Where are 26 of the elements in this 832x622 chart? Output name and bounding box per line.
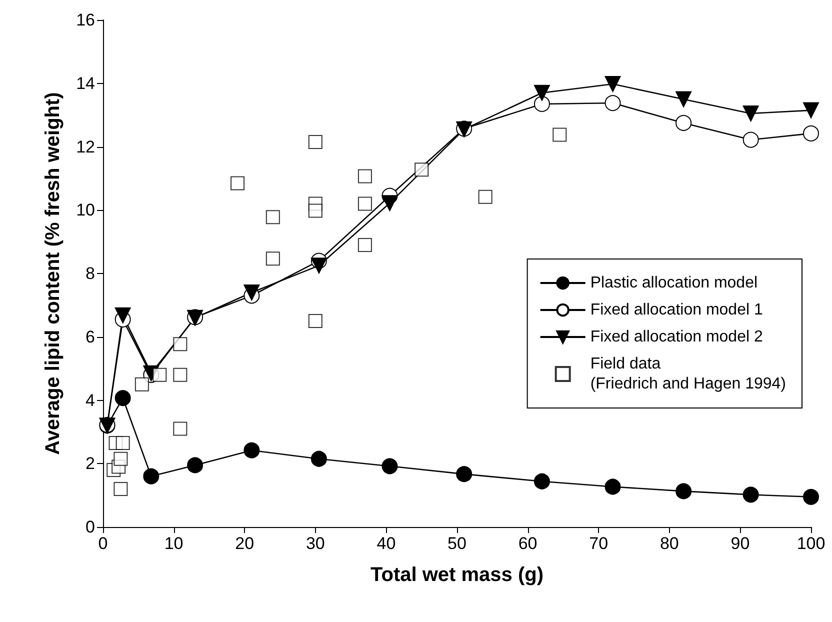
x-tick-label: 30 bbox=[306, 534, 325, 553]
x-tick-label: 20 bbox=[235, 534, 254, 553]
x-tick-label: 10 bbox=[164, 534, 184, 553]
x-tick-label: 100 bbox=[796, 534, 826, 553]
x-tick-label: 0 bbox=[98, 534, 108, 553]
x-tick-label: 70 bbox=[589, 534, 608, 553]
y-tick-label: 0 bbox=[86, 518, 95, 536]
y-tick-label: 6 bbox=[86, 327, 95, 346]
x-tick-label: 50 bbox=[448, 534, 466, 553]
x-tick-label: 40 bbox=[376, 534, 396, 553]
y-axis-title: Average lipid content (% fresh weight) bbox=[42, 92, 64, 455]
legend-label: Fixed allocation model 1 bbox=[590, 302, 763, 318]
legend-label: Field data (Friedrich and Hagen 1994) bbox=[590, 356, 786, 392]
legend-label: Fixed allocation model 2 bbox=[590, 328, 763, 346]
y-tick-label: 16 bbox=[76, 10, 95, 30]
y-tick-label: 14 bbox=[76, 74, 95, 93]
y-tick-label: 10 bbox=[76, 200, 95, 220]
y-tick-label: 8 bbox=[86, 264, 95, 283]
y-tick-label: 12 bbox=[76, 137, 95, 156]
x-axis-title: Total wet mass (g) bbox=[370, 564, 544, 586]
x-tick-label: 60 bbox=[518, 534, 538, 553]
legend-label: Plastic allocation model bbox=[590, 274, 758, 292]
y-tick-label: 2 bbox=[86, 454, 95, 474]
x-tick-label: 90 bbox=[730, 534, 750, 553]
x-tick-label: 80 bbox=[660, 534, 679, 553]
y-tick-label: 4 bbox=[86, 390, 95, 410]
